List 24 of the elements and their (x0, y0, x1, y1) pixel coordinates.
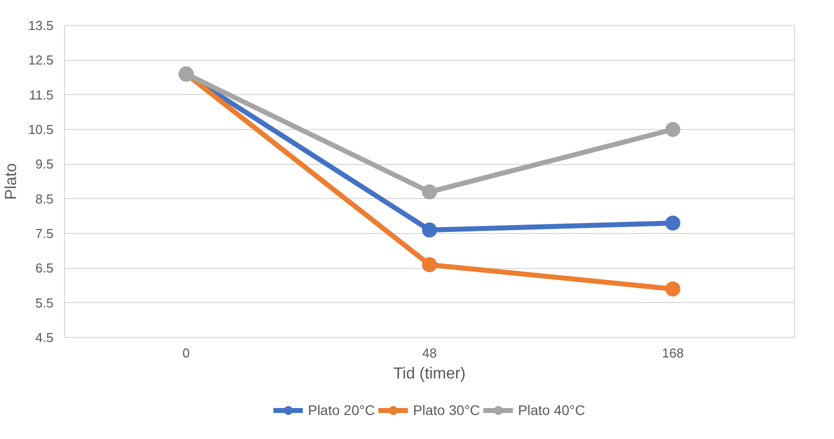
point (665, 122, 680, 137)
y-axis-title: Plato (3, 163, 20, 200)
y-tick-label: 10.5 (28, 122, 54, 137)
y-tick-label: 11.5 (29, 87, 54, 102)
x-tick-label: 168 (662, 346, 684, 360)
point (665, 281, 680, 296)
y-tick-label: 4.5 (35, 330, 54, 345)
point (422, 257, 437, 272)
x-axis-title: Tid (timer) (393, 366, 466, 382)
x-tick-label: 0 (182, 346, 190, 360)
legend-label: Plato 30°C (412, 402, 480, 418)
point (665, 216, 680, 231)
legend-label: Plato 40°C (518, 402, 586, 418)
y-tick-label: 9.5 (35, 156, 54, 172)
y-tick-label: 7.5 (35, 226, 54, 241)
x-tick-label: 48 (422, 346, 437, 360)
y-tick-label: 6.5 (35, 260, 54, 276)
point (422, 184, 437, 200)
y-tick-label: 13.5 (28, 18, 54, 33)
point (422, 222, 437, 238)
y-tick-label: 12.5 (28, 52, 54, 68)
y-tick-label: 8.5 (35, 191, 54, 206)
y-tick-label: 5.5 (35, 295, 54, 310)
legend-label: Plato 20°C (308, 402, 375, 418)
